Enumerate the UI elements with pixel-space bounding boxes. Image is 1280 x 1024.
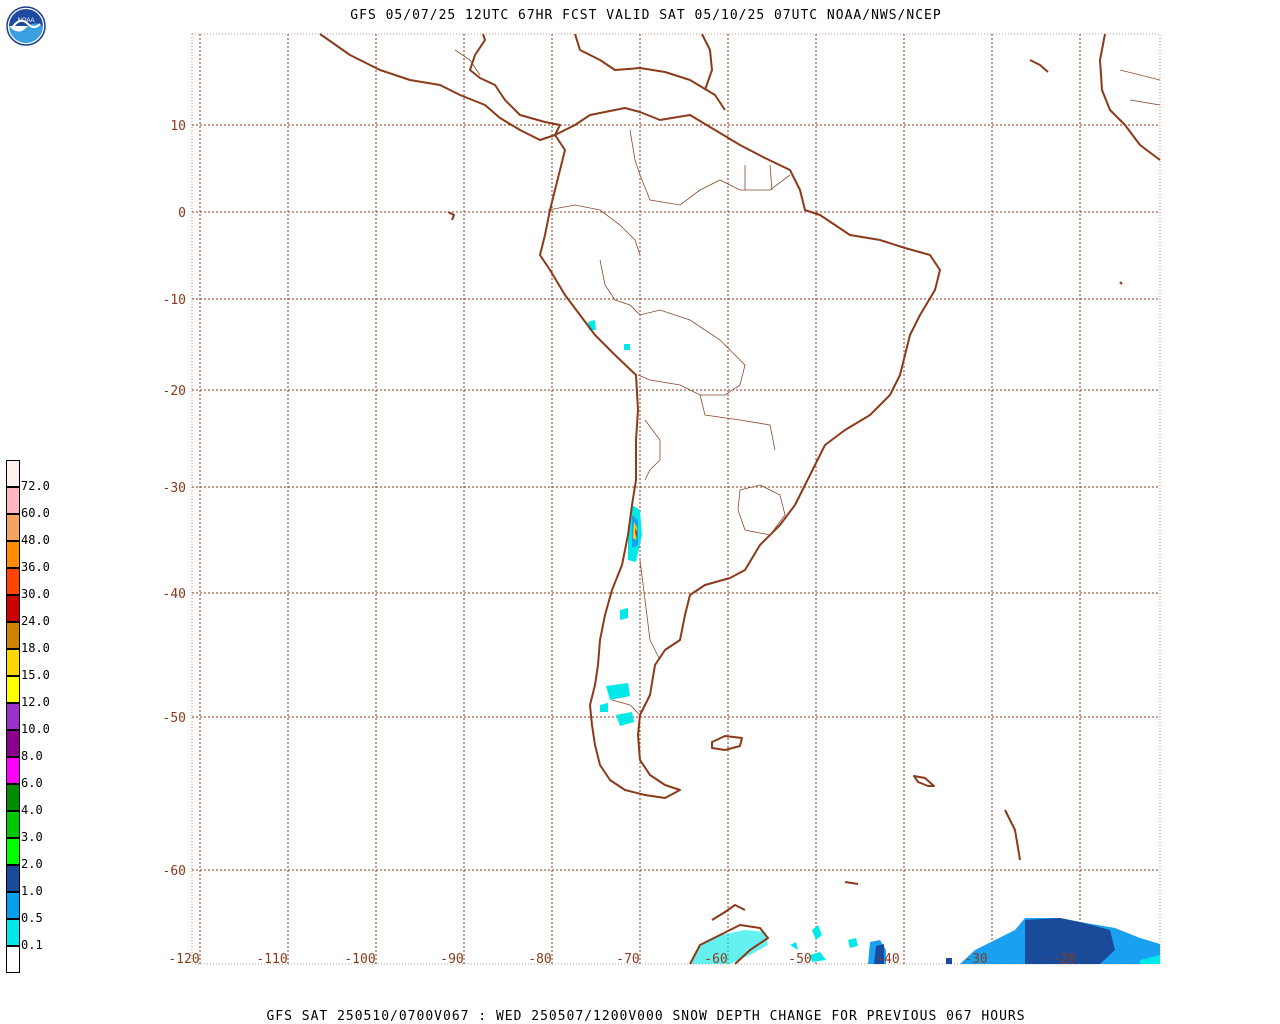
noaa-logo: NOAA — [6, 6, 46, 46]
legend-value: 18.0 — [21, 641, 50, 655]
lon-label: -50 — [788, 952, 811, 967]
longitude-labels: -120 -110 -100 -90 -80 -70 -60 -50 -40 -… — [168, 952, 1075, 967]
lon-label: -110 — [256, 952, 287, 967]
legend-swatch — [6, 568, 20, 595]
lat-label: -20 — [163, 384, 186, 399]
svg-text:NOAA: NOAA — [17, 18, 34, 24]
legend-value: 8.0 — [21, 749, 43, 763]
central-america-coast — [319, 33, 561, 141]
legend-value: 24.0 — [21, 614, 50, 628]
graticule — [192, 34, 1160, 964]
legend-swatch — [6, 676, 20, 703]
legend-value: 0.1 — [21, 938, 43, 952]
legend-swatch — [6, 595, 20, 622]
legend-swatch — [6, 460, 20, 487]
legend-value: 72.0 — [21, 479, 50, 493]
lat-label: -40 — [163, 587, 186, 602]
country-borders — [454, 49, 1161, 716]
legend-value: 4.0 — [21, 803, 43, 817]
legend-swatch — [6, 541, 20, 568]
legend-value: 12.0 — [21, 695, 50, 709]
lon-label: -70 — [616, 952, 639, 967]
legend-swatch — [6, 784, 20, 811]
legend-swatch — [6, 892, 20, 919]
map-frame — [191, 33, 1161, 965]
legend-swatch — [6, 703, 20, 730]
legend-value: 1.0 — [21, 884, 43, 898]
legend-value: 48.0 — [21, 533, 50, 547]
legend-swatch — [6, 757, 20, 784]
latitude-labels: 10 0 -10 -20 -30 -40 -50 -60 — [163, 119, 186, 879]
lat-label: 10 — [170, 119, 186, 134]
legend-value: 10.0 — [21, 722, 50, 736]
africa-coast — [1099, 33, 1161, 161]
legend-swatch — [6, 487, 20, 514]
lon-label: -40 — [876, 952, 899, 967]
coastlines — [319, 33, 1161, 965]
lon-label: -20 — [1052, 952, 1075, 967]
legend-value: 2.0 — [21, 857, 43, 871]
legend-swatch — [6, 919, 20, 946]
snow-depth-areas — [588, 320, 1160, 964]
legend-swatch — [6, 811, 20, 838]
legend-value: 3.0 — [21, 830, 43, 844]
falkland-islands — [711, 735, 743, 751]
color-legend: 0.1 0.5 1.0 2.0 3.0 4.0 6.0 8.0 10.0 12.0 15.0 18.0… — [6, 460, 66, 974]
lat-label: -30 — [163, 481, 186, 496]
lon-label: -60 — [704, 952, 727, 967]
legend-value: 15.0 — [21, 668, 50, 682]
legend-swatch — [6, 865, 20, 892]
legend-value: 36.0 — [21, 560, 50, 574]
lon-label: -100 — [344, 952, 375, 967]
legend-swatch — [6, 838, 20, 865]
legend-swatch — [6, 514, 20, 541]
lon-label: -30 — [964, 952, 987, 967]
map-footer: GFS SAT 250510/0700V067 : WED 250507/120… — [266, 1009, 1026, 1024]
legend-swatch — [6, 946, 20, 973]
legend-swatch — [6, 730, 20, 757]
legend-swatch — [6, 649, 20, 676]
lat-label: -10 — [163, 293, 186, 308]
legend-swatch — [6, 622, 20, 649]
lon-label: -120 — [168, 952, 199, 967]
south-america-coast — [539, 107, 941, 799]
lon-label: -90 — [440, 952, 463, 967]
legend-value: 60.0 — [21, 506, 50, 520]
lat-label: -60 — [163, 864, 186, 879]
legend-value: 30.0 — [21, 587, 50, 601]
legend-value: 0.5 — [21, 911, 43, 925]
lon-label: -80 — [528, 952, 551, 967]
lat-label: -50 — [163, 711, 186, 726]
map-title: GFS 05/07/25 12UTC 67HR FCST VALID SAT 0… — [350, 8, 942, 23]
lat-label: 0 — [178, 206, 186, 221]
legend-value: 6.0 — [21, 776, 43, 790]
